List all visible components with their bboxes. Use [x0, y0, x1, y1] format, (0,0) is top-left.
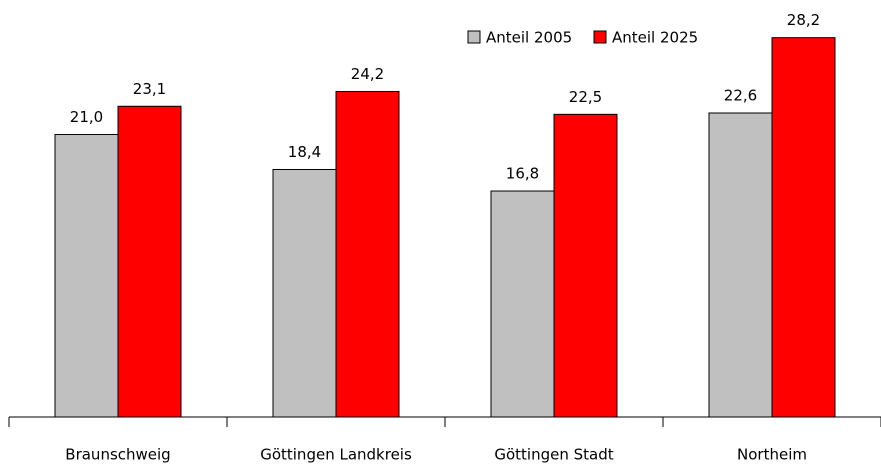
x-tick-label: Göttingen Landkreis	[260, 446, 412, 464]
bar	[54, 134, 119, 418]
bar	[117, 105, 182, 418]
bar	[490, 190, 555, 418]
value-label: 28,2	[787, 11, 820, 29]
value-label: 24,2	[351, 65, 384, 83]
bar	[553, 113, 618, 418]
value-label: 22,5	[569, 88, 602, 106]
value-label: 18,4	[288, 143, 321, 161]
legend-label: Anteil 2005	[486, 29, 572, 47]
bar	[272, 168, 337, 418]
value-label: 21,0	[70, 108, 103, 126]
legend-swatch	[467, 30, 481, 44]
value-label: 22,6	[724, 86, 757, 104]
x-tick-label: Braunschweig	[65, 446, 170, 464]
x-tick-label: Northeim	[737, 446, 807, 464]
x-tick-label: Göttingen Stadt	[494, 446, 613, 464]
bar	[708, 112, 773, 418]
bar	[771, 37, 836, 418]
bar	[335, 90, 400, 418]
legend-swatch	[593, 30, 607, 44]
value-label: 16,8	[506, 165, 539, 183]
value-label: 23,1	[133, 80, 166, 98]
legend-label: Anteil 2025	[612, 29, 698, 47]
